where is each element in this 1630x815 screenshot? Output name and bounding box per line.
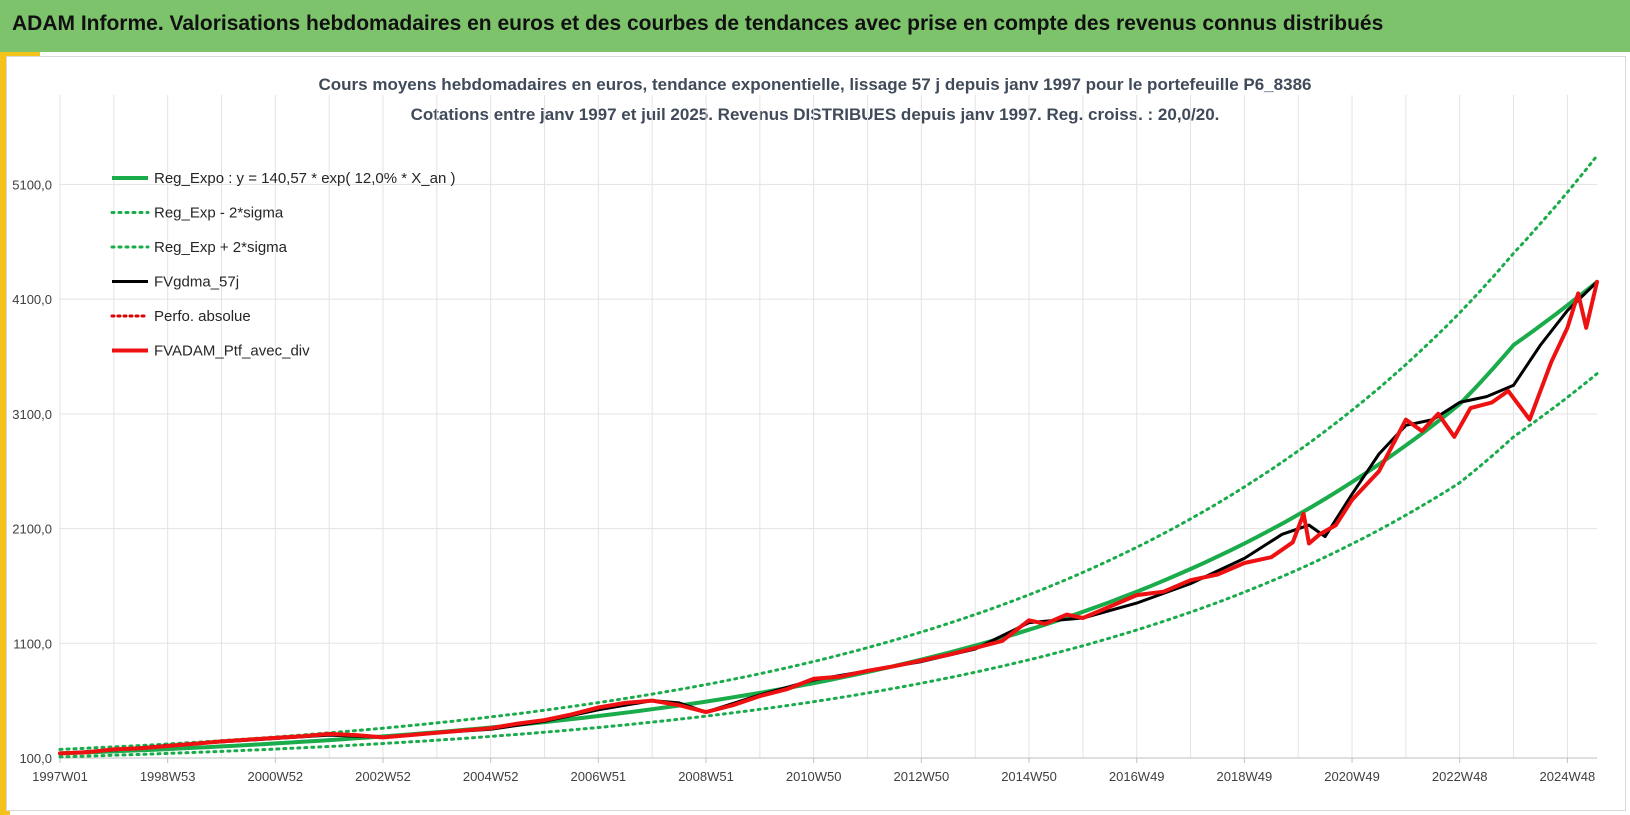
y-tick-label: 100,0 xyxy=(19,751,52,766)
x-tick-label: 2014W50 xyxy=(1001,769,1057,784)
legend-label: FVgdma_57j xyxy=(154,274,239,291)
x-tick-label: 2002W52 xyxy=(355,769,411,784)
x-tick-label: 2012W50 xyxy=(894,769,950,784)
y-tick-label: 2100,0 xyxy=(12,522,52,537)
banner-title: ADAM Informe. Valorisations hebdomadaire… xyxy=(12,12,1384,35)
accent-bar-top xyxy=(0,52,1630,57)
y-tick-label: 5100,0 xyxy=(12,177,52,192)
x-tick-label: 1998W53 xyxy=(140,769,196,784)
x-tick-label: 2006W51 xyxy=(571,769,627,784)
legend-label: Reg_Exp - 2*sigma xyxy=(154,205,284,222)
x-tick-label: 2022W48 xyxy=(1432,769,1488,784)
y-tick-label: 1100,0 xyxy=(13,636,52,651)
series-line-2 xyxy=(58,154,1599,751)
y-tick-label: 4100,0 xyxy=(12,292,52,307)
x-tick-label: 2020W49 xyxy=(1324,769,1380,784)
chart-frame xyxy=(6,56,1626,811)
legend-label: Reg_Exp + 2*sigma xyxy=(154,239,288,256)
legend-label: Perfo. absolue xyxy=(154,308,251,325)
title-banner: ADAM Informe. Valorisations hebdomadaire… xyxy=(0,0,1630,53)
legend-label: FVADAM_Ptf_avec_div xyxy=(154,343,310,360)
x-tick-label: 2018W49 xyxy=(1217,769,1273,784)
x-tick-label: 2000W52 xyxy=(248,769,304,784)
series-line-5 xyxy=(58,279,1599,756)
legend-label: Reg_Expo : y = 140,57 * exp( 12,0% * X_a… xyxy=(154,170,455,187)
x-tick-label: 2008W51 xyxy=(678,769,734,784)
x-tick-label: 2024W48 xyxy=(1540,769,1596,784)
x-tick-label: 2010W50 xyxy=(786,769,842,784)
chart-title: Cours moyens hebdomadaires en euros, ten… xyxy=(318,75,1312,94)
series-line-1 xyxy=(58,372,1599,759)
x-tick-label: 2016W49 xyxy=(1109,769,1165,784)
x-tick-label: 2004W52 xyxy=(463,769,519,784)
x-tick-label: 1997W01 xyxy=(32,769,88,784)
accent-bar-left xyxy=(0,52,10,815)
chart-subtitle: Cotations entre janv 1997 et juil 2025. … xyxy=(410,105,1220,124)
y-tick-label: 3100,0 xyxy=(12,407,52,422)
